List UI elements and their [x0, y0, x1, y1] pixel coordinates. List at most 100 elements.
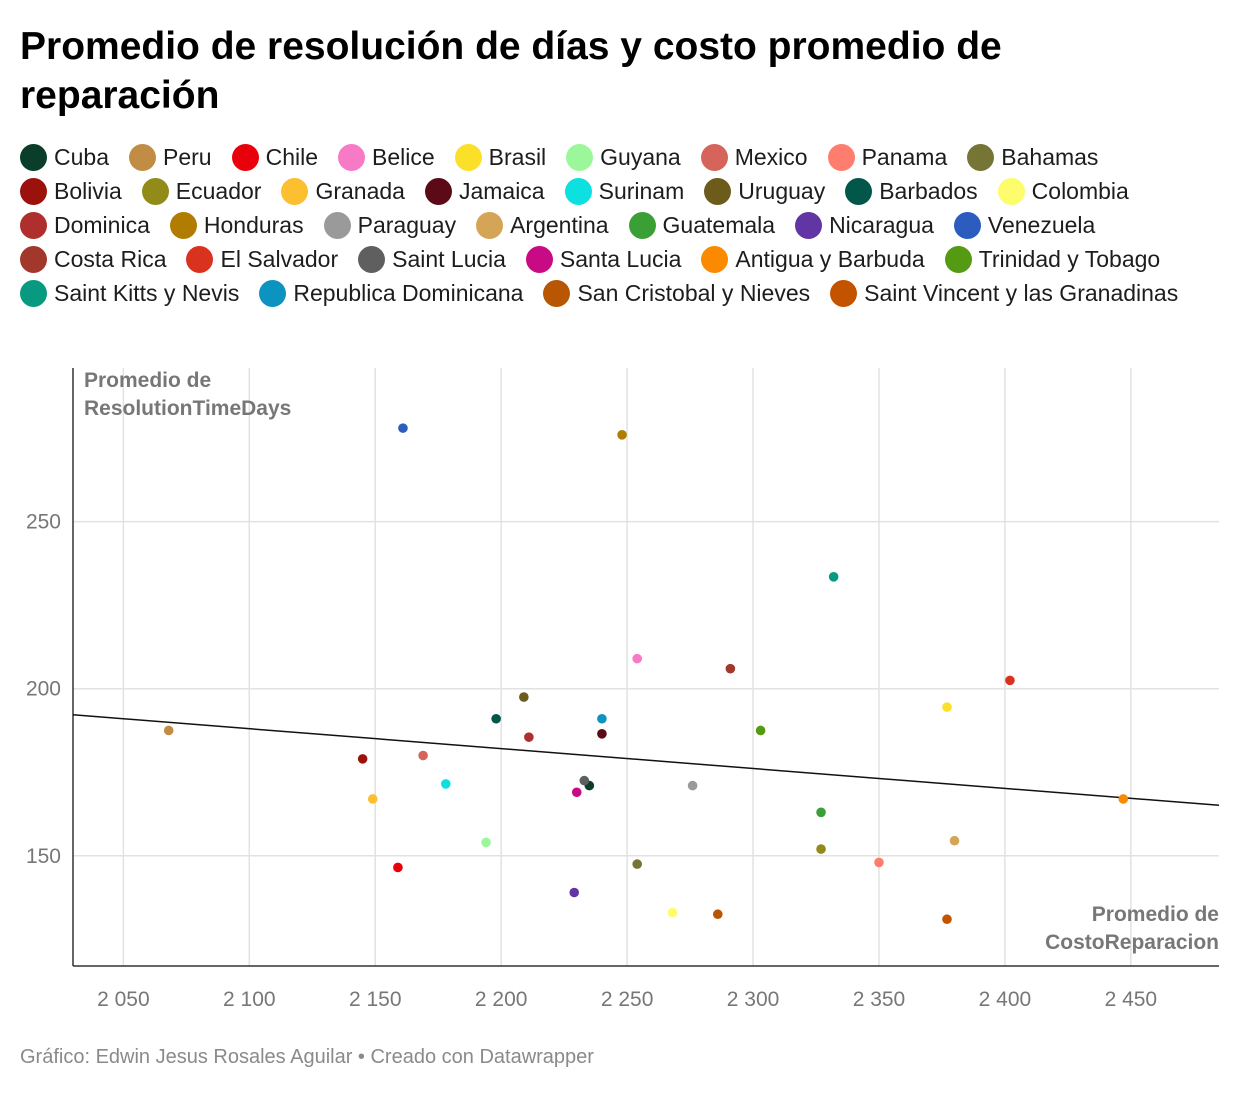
legend-label: Surinam [598, 178, 685, 204]
legend-label: Brasil [488, 144, 547, 170]
legend-item-el-salvador: El Salvador [186, 242, 338, 276]
data-point-surinam [440, 779, 451, 789]
legend-label: Ecuador [175, 178, 262, 204]
data-point-antigua-y-barbuda [1118, 794, 1129, 804]
data-point-guatemala [816, 807, 826, 818]
y-tick-label: 250 [26, 511, 61, 534]
legend-label: Nicaragua [829, 212, 934, 238]
data-point-san-cristobal-y-nieves [712, 909, 723, 920]
legend-item-republica-dominicana: Republica Dominicana [259, 276, 523, 310]
legend-swatch [281, 178, 309, 205]
legend-label: El Salvador [220, 246, 339, 272]
data-point-bolivia [357, 754, 368, 764]
legend-label: Saint Lucia [392, 246, 506, 272]
legend-item-granada: Granada [281, 174, 405, 208]
y-axis-title: ResolutionTimeDays [84, 397, 291, 420]
legend-swatch [424, 178, 452, 205]
data-point-dominica [524, 732, 534, 742]
x-tick-label: 2 250 [601, 988, 654, 1011]
legend-label: Peru [162, 144, 212, 170]
data-point-trinidad-y-tobago [755, 725, 766, 736]
legend-swatch [20, 178, 47, 205]
data-point-belice [632, 653, 642, 664]
legend-item-chile: Chile [231, 140, 318, 174]
legend-item-barbados: Barbados [845, 174, 978, 208]
axis-labels: 2 050 2 100 2 150 2 200 2 250 2 300 2 350 2 400… [26, 369, 1219, 1011]
x-tick-label: 2 100 [223, 988, 276, 1011]
x-axis-title: CostoReparacion [1045, 931, 1219, 954]
legend-item-paraguay: Paraguay [323, 208, 457, 242]
y-axis-title: Promedio de [84, 369, 211, 392]
legend-item-costa-rica: Costa Rica [20, 242, 166, 276]
legend-label: Trinidad y Tobago [978, 246, 1161, 272]
legend-label: Honduras [203, 212, 304, 238]
legend-swatch [997, 178, 1025, 205]
x-tick-label: 2 450 [1105, 988, 1158, 1011]
y-tick-label: 200 [26, 678, 61, 701]
legend-label: Antigua y Barbuda [735, 246, 925, 272]
legend-label: Dominica [54, 212, 150, 238]
data-point-santa-lucia [571, 787, 582, 798]
data-point-granada [367, 794, 378, 804]
legend-item-ecuador: Ecuador [141, 174, 262, 208]
legend-label: Chile [265, 144, 318, 170]
legend-swatch [454, 144, 482, 171]
data-point-costa-rica [725, 663, 736, 674]
legend-swatch [128, 144, 156, 171]
legend-item-san-cristobal-y-nieves: San Cristobal y Nieves [543, 276, 810, 310]
legend-swatch [700, 144, 728, 171]
legend-swatch [543, 280, 571, 307]
legend-label: Uruguay [738, 178, 826, 204]
y-tick-label: 150 [26, 845, 61, 868]
legend-item-bahamas: Bahamas [967, 140, 1098, 174]
legend-label: Saint Vincent y las Granadinas [864, 280, 1179, 306]
legend-label: Bahamas [1001, 144, 1099, 170]
legend-label: Costa Rica [54, 246, 167, 272]
data-point-colombia [667, 907, 678, 918]
legend-label: Panama [861, 144, 948, 170]
legend-item-trinidad-y-tobago: Trinidad y Tobago [944, 242, 1161, 276]
legend-label: Bolivia [54, 178, 122, 204]
legend-item-jamaica: Jamaica [424, 174, 545, 208]
legend-swatch [795, 212, 823, 239]
legend-swatch [830, 280, 858, 307]
legend-label: Paraguay [357, 212, 457, 238]
legend-swatch [566, 144, 594, 171]
x-tick-label: 2 200 [475, 988, 528, 1011]
x-tick-label: 2 350 [853, 988, 906, 1011]
legend-swatch [20, 212, 47, 239]
legend-item-argentina: Argentina [476, 208, 609, 242]
legend: Cuba Peru Chile Belice Brasil Guyana Mexico Pan… [20, 140, 1220, 310]
legend-item-colombia: Colombia [997, 174, 1129, 208]
axes [72, 368, 1219, 967]
legend-swatch [169, 212, 197, 239]
legend-label: Cuba [54, 144, 109, 170]
trendline-group [72, 714, 1220, 807]
legend-swatch [827, 144, 855, 171]
legend-item-uruguay: Uruguay [704, 174, 825, 208]
legend-label: San Cristobal y Nieves [577, 280, 811, 306]
data-point-jamaica [597, 729, 607, 739]
legend-label: Jamaica [458, 178, 545, 204]
legend-swatch [358, 246, 386, 273]
legend-label: Republica Dominicana [293, 280, 524, 306]
data-point-chile [393, 862, 403, 873]
legend-item-peru: Peru [128, 140, 212, 174]
legend-label: Venezuela [987, 212, 1096, 238]
scatter-plot: 2 050 2 100 2 150 2 200 2 250 2 300 2 350 2 400… [26, 368, 1220, 1011]
grid-lines [73, 368, 1219, 966]
legend-swatch [953, 212, 981, 239]
data-point-republica-dominicana [597, 713, 607, 724]
legend-item-nicaragua: Nicaragua [795, 208, 934, 242]
legend-label: Colombia [1031, 178, 1129, 204]
data-point-saint-lucia [579, 775, 590, 786]
legend-item-guyana: Guyana [566, 140, 681, 174]
x-tick-label: 2 050 [97, 988, 150, 1011]
data-point-panama [874, 857, 884, 868]
legend-swatch [701, 246, 729, 273]
legend-swatch [323, 212, 351, 239]
legend-item-surinam: Surinam [564, 174, 685, 208]
legend-swatch [338, 144, 365, 171]
data-point-el-salvador [1005, 675, 1015, 686]
legend-item-bolivia: Bolivia [20, 174, 122, 208]
